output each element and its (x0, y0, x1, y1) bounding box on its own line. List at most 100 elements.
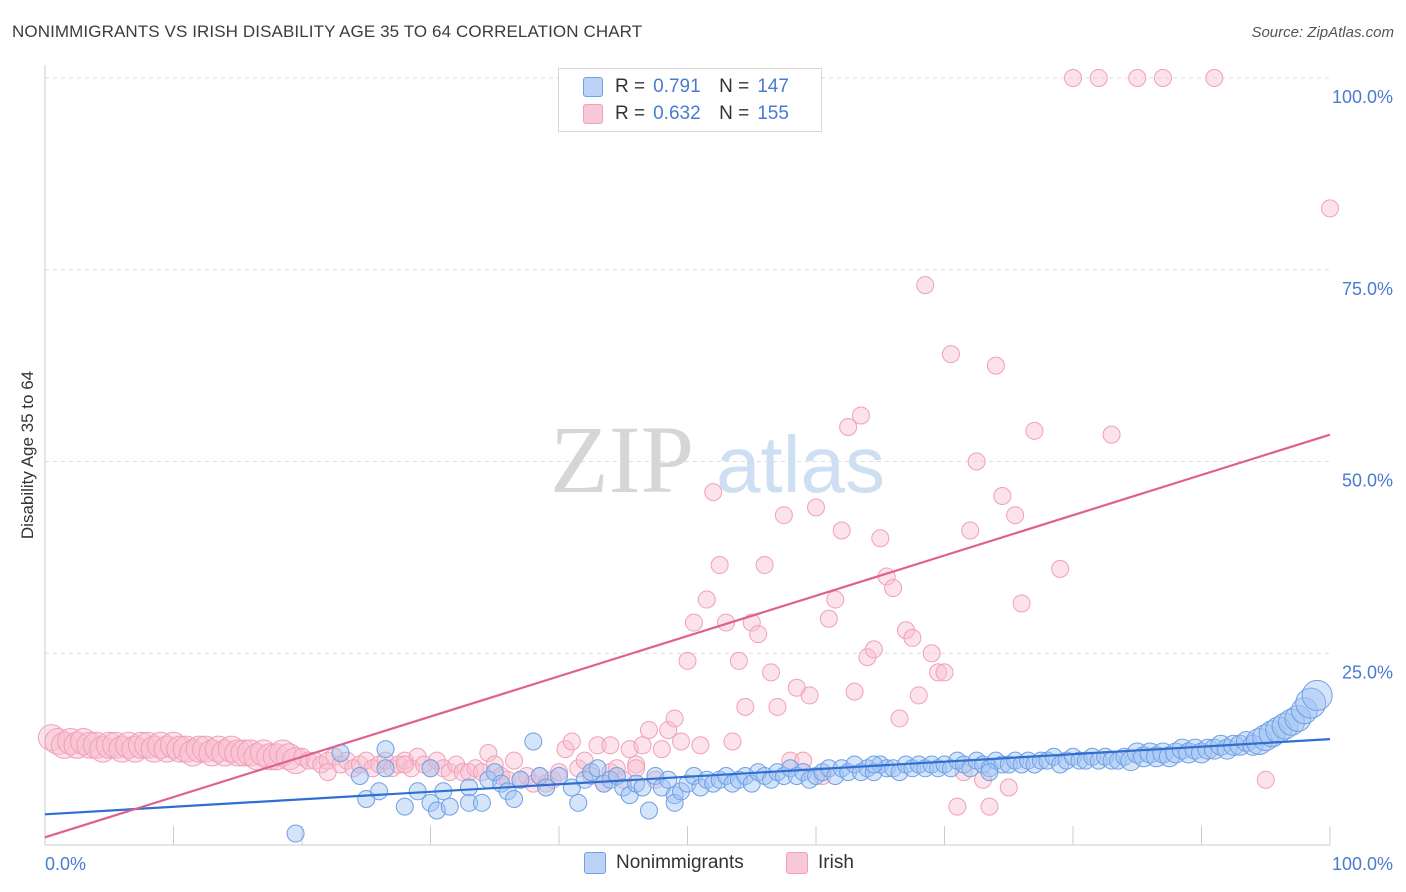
irish-point (672, 732, 691, 751)
nonimmigrants-point (1184, 738, 1206, 760)
irish-point (1089, 69, 1108, 87)
nonimmigrants-point (980, 763, 999, 782)
irish-swatch (583, 104, 603, 124)
nonimmigrants-point (350, 766, 369, 785)
irish-point (729, 651, 748, 670)
trendlines (44, 433, 1331, 839)
irish-point (993, 487, 1012, 506)
nonimmigrants-point (511, 770, 530, 789)
irish-point (1153, 69, 1172, 87)
n-label: N = (719, 103, 750, 124)
irish-point (607, 759, 626, 778)
r-label: R = (615, 76, 646, 97)
legend-item-nonimmigrants[interactable]: Nonimmigrants (584, 852, 744, 874)
irish-point (980, 797, 999, 816)
nonimmigrants-point (639, 801, 658, 820)
nonimmigrants-point (286, 824, 305, 843)
irish-point (851, 406, 870, 425)
nonimmigrants-point (1197, 738, 1219, 760)
nonimmigrants-point (472, 793, 491, 812)
irish-point (485, 755, 504, 774)
irish-point (723, 732, 742, 751)
irish-point (684, 613, 703, 632)
irish-point (550, 763, 568, 782)
irish-point (832, 521, 851, 540)
nonimmigrants-point (569, 793, 588, 812)
y-tick-label: 100.0% (1332, 87, 1393, 107)
nonimmigrants-point (376, 740, 395, 759)
irish-point (819, 609, 838, 628)
nonimmigrants-point (537, 778, 556, 797)
irish-point (1102, 425, 1121, 444)
nonimmigrants-point (485, 763, 504, 782)
irish-point (1012, 594, 1031, 613)
nonimmigrants-point (672, 782, 691, 801)
n-value-irish: 155 (757, 103, 789, 124)
nonimmigrants-point (460, 778, 479, 797)
nonimmigrants-point (665, 793, 684, 812)
irish-point (652, 740, 671, 759)
x-tick-label-end: 100.0% (1332, 854, 1393, 874)
irish-points (37, 69, 1339, 816)
x-tick-label-start: 0.0% (45, 854, 86, 874)
irish-point (1205, 69, 1224, 87)
irish-point (717, 613, 736, 632)
irish-point (1128, 69, 1147, 87)
irish-point (807, 498, 825, 517)
nonimmigrants-point (588, 759, 607, 778)
tick-labels: 25.0% 50.0% 75.0% 100.0% 0.0% 100.0% (45, 87, 1393, 874)
irish-point (691, 736, 710, 755)
irish-point (440, 763, 459, 782)
legend-row-nonimmigrants: R = 0.791 N = 147 (583, 75, 789, 99)
irish-point (941, 345, 960, 364)
nonimmigrants-point (421, 793, 440, 812)
nonimmigrants-point (505, 789, 524, 808)
irish-point (916, 276, 935, 295)
irish-point (1321, 199, 1339, 218)
irish-point (505, 751, 524, 770)
y-axis-label: Disability Age 35 to 64 (18, 370, 37, 540)
watermark: ZIP atlas (550, 406, 885, 513)
watermark-atlas: atlas (716, 420, 885, 509)
irish-point (633, 736, 652, 755)
nonimmigrants-legend-swatch (584, 852, 606, 874)
r-label: R = (615, 103, 646, 124)
irish-point (704, 483, 723, 502)
irish-point (768, 697, 787, 716)
irish-point (903, 628, 922, 647)
irish-point (627, 759, 646, 778)
nonimmigrants-point (440, 797, 459, 816)
irish-point (678, 651, 697, 670)
irish-point (479, 743, 498, 762)
irish-point (826, 590, 845, 609)
irish-point (800, 686, 819, 705)
irish-point (659, 720, 678, 739)
source-label: Source: ZipAtlas.com (1251, 24, 1394, 41)
irish-point (884, 579, 903, 598)
y-tick-label: 50.0% (1342, 471, 1393, 491)
legend-row-irish: R = 0.632 N = 155 (583, 102, 789, 126)
irish-point (710, 556, 729, 575)
irish-point (601, 736, 620, 755)
irish-point (864, 640, 883, 659)
nonimmigrants-point (376, 759, 395, 778)
irish-point (1064, 69, 1082, 87)
irish-point (967, 452, 986, 471)
legend-label-irish: Irish (818, 852, 854, 873)
irish-point (948, 797, 967, 816)
irish-point (562, 732, 581, 751)
nonimmigrants-point (421, 759, 440, 778)
legend-label-nonimmigrants: Nonimmigrants (616, 852, 744, 873)
gridlines (45, 77, 1330, 654)
irish-point (1025, 421, 1044, 440)
nonimmigrants-point (1301, 679, 1333, 711)
series-legend: Nonimmigrants Irish (0, 852, 1406, 878)
irish-point (774, 506, 793, 525)
irish-point (858, 648, 877, 667)
irish-point (755, 556, 774, 575)
irish-point (845, 682, 864, 701)
irish-point (839, 417, 858, 436)
r-value-irish: 0.632 (653, 103, 701, 124)
correlation-legend: R = 0.791 N = 147 R = 0.632 N = 155 (558, 68, 822, 132)
legend-item-irish[interactable]: Irish (786, 852, 854, 874)
